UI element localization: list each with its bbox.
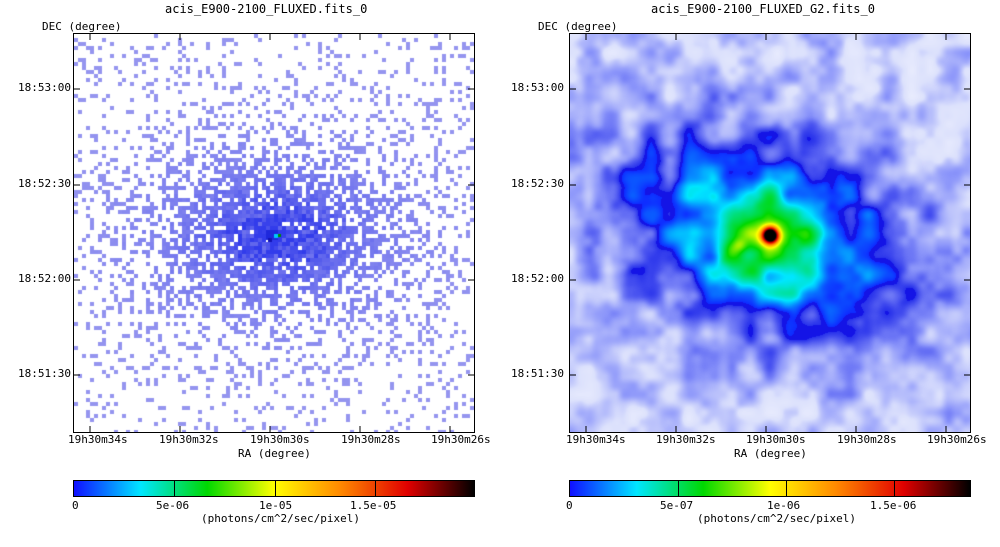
- colorbar-tick-label: 5e-07: [660, 499, 694, 512]
- coordinate-grid: [74, 34, 474, 432]
- x-axis-label: RA (degree): [734, 447, 807, 460]
- smoothed-flux-heatmap: [570, 34, 970, 432]
- y-axis-label: DEC (degree): [42, 20, 122, 33]
- dec-tick-label: 18:52:00: [18, 272, 71, 285]
- panel-title: acis_E900-2100_FLUXED_G2.fits_0: [651, 2, 875, 16]
- sky-image[interactable]: [73, 33, 475, 433]
- ra-tick-label: 19h30m32s: [159, 433, 219, 446]
- ra-tick-label: 19h30m28s: [341, 433, 401, 446]
- ra-tick-label: 19h30m26s: [431, 433, 491, 446]
- colorbar-tick-label: 1e-06: [767, 499, 801, 512]
- ra-tick-label: 19h30m30s: [250, 433, 310, 446]
- colorbar-tick-label: 0: [72, 499, 79, 512]
- ra-tick-label: 19h30m26s: [927, 433, 987, 446]
- ra-tick-label: 19h30m30s: [746, 433, 806, 446]
- colorbar: [73, 480, 475, 497]
- colorbar-tick-label: 0: [566, 499, 573, 512]
- colorbar-units: (photons/cm^2/sec/pixel): [697, 512, 856, 525]
- dec-tick-label: 18:52:30: [511, 177, 564, 190]
- dec-tick-label: 18:51:30: [18, 367, 71, 380]
- colorbar: [569, 480, 971, 497]
- ra-tick-label: 19h30m32s: [656, 433, 716, 446]
- ra-tick-label: 19h30m28s: [837, 433, 897, 446]
- flux-heatmap: [74, 34, 474, 432]
- dec-tick-label: 18:52:30: [18, 177, 71, 190]
- colorbar-tick-label: 5e-06: [156, 499, 190, 512]
- dec-tick-label: 18:52:00: [511, 272, 564, 285]
- colorbar-tick-label: 1.5e-05: [350, 499, 397, 512]
- panel-title: acis_E900-2100_FLUXED.fits_0: [165, 2, 368, 16]
- coordinate-grid: [570, 34, 970, 432]
- right-image-panel: acis_E900-2100_FLUXED_G2.fits_0 DEC (deg…: [496, 0, 996, 547]
- colorbar-units: (photons/cm^2/sec/pixel): [201, 512, 360, 525]
- y-axis-label: DEC (degree): [538, 20, 618, 33]
- colorbar-tick-label: 1e-05: [259, 499, 293, 512]
- colorbar-tick-label: 1.5e-06: [870, 499, 917, 512]
- dec-tick-label: 18:53:00: [18, 81, 71, 94]
- ra-tick-label: 19h30m34s: [566, 433, 626, 446]
- dec-tick-label: 18:53:00: [511, 81, 564, 94]
- ra-tick-label: 19h30m34s: [68, 433, 128, 446]
- dec-tick-label: 18:51:30: [511, 367, 564, 380]
- x-axis-label: RA (degree): [238, 447, 311, 460]
- sky-image[interactable]: [569, 33, 971, 433]
- left-image-panel: acis_E900-2100_FLUXED.fits_0 DEC (degree…: [18, 2, 491, 525]
